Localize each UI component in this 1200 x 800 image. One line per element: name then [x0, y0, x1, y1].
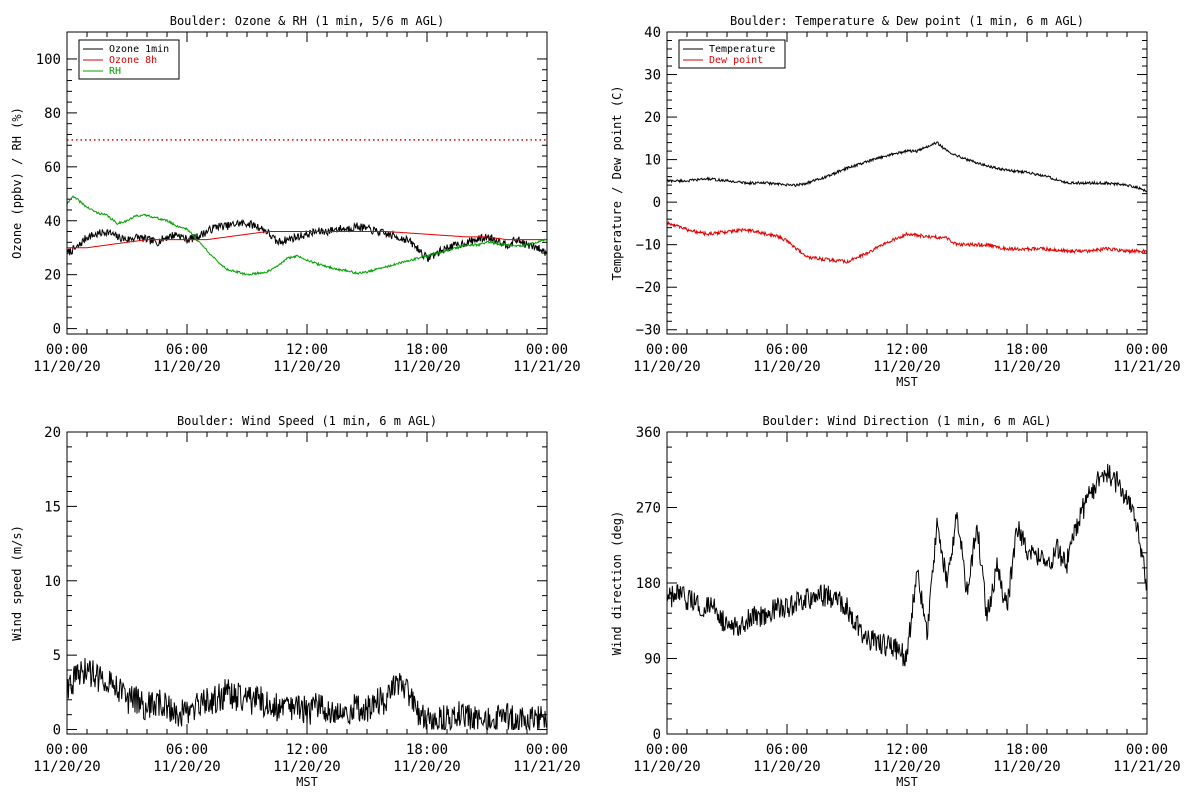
legend-label: Dew point: [709, 55, 763, 66]
x-tick-label-date: 11/20/20: [993, 359, 1060, 375]
y-tick-label: 30: [644, 68, 661, 84]
y-axis-label: Wind direction (deg): [610, 511, 624, 656]
chart-panel-3: Boulder: Wind Speed (1 min, 6 m AGL) Wind…: [10, 414, 581, 789]
y-tick-label: 0: [53, 322, 61, 338]
x-tick-label-date: 11/20/20: [153, 759, 220, 775]
x-tick-label-date: 11/20/20: [873, 359, 940, 375]
y-tick-label: 20: [44, 268, 61, 284]
x-tick-label-time: 00:00: [1126, 342, 1168, 358]
x-tick-label-time: 18:00: [1006, 742, 1048, 758]
x-tick-label-time: 12:00: [286, 342, 328, 358]
x-tick-label-time: 00:00: [46, 742, 88, 758]
chart-panel-2: Boulder: Temperature & Dew point (1 min,…: [610, 14, 1181, 389]
x-tick-label-date: 11/21/20: [513, 359, 580, 375]
y-tick-label: 15: [44, 499, 61, 515]
x-tick-label-date: 11/20/20: [633, 759, 700, 775]
x-tick-label-date: 11/20/20: [393, 359, 460, 375]
x-tick-label-time: 00:00: [526, 742, 568, 758]
x-tick-label-time: 18:00: [406, 742, 448, 758]
y-tick-label: 270: [636, 501, 661, 517]
y-tick-label: 10: [44, 574, 61, 590]
y-axis-label: Wind speed (m/s): [10, 525, 24, 641]
series-line-1: [67, 657, 547, 732]
x-axis-label: MST: [296, 775, 318, 789]
plot-frame: [666, 431, 1148, 735]
x-tick-label-date: 11/20/20: [393, 759, 460, 775]
x-tick-label-date: 11/20/20: [753, 359, 820, 375]
series-line-ozone-8h: [67, 231, 547, 249]
x-tick-label-time: 18:00: [1006, 342, 1048, 358]
chart-title: Boulder: Temperature & Dew point (1 min,…: [730, 14, 1084, 28]
x-tick-label-date: 11/20/20: [33, 759, 100, 775]
y-tick-label: 60: [44, 160, 61, 176]
x-tick-label-date: 11/21/20: [1113, 359, 1180, 375]
x-tick-label-time: 06:00: [166, 342, 208, 358]
x-tick-label-date: 11/20/20: [873, 759, 940, 775]
x-tick-label-time: 00:00: [1126, 742, 1168, 758]
x-tick-label-time: 12:00: [886, 342, 928, 358]
x-tick-label-date: 11/20/20: [273, 359, 340, 375]
plot-frame: [66, 31, 548, 335]
y-tick-label: 180: [636, 576, 661, 592]
y-tick-label: 0: [653, 727, 661, 743]
legend-label: Ozone 8h: [109, 55, 157, 66]
x-tick-label-date: 11/20/20: [753, 759, 820, 775]
x-tick-label-time: 12:00: [886, 742, 928, 758]
y-tick-label: 20: [44, 425, 61, 441]
y-tick-label: 0: [53, 723, 61, 739]
x-tick-label-date: 11/20/20: [153, 359, 220, 375]
y-tick-label: 40: [44, 214, 61, 230]
y-tick-label: −30: [636, 323, 661, 339]
x-axis-label: MST: [896, 375, 918, 389]
x-tick-label-time: 12:00: [286, 742, 328, 758]
series-line-dew-point: [667, 220, 1147, 265]
x-tick-label-date: 11/20/20: [33, 359, 100, 375]
chart-title: Boulder: Wind Direction (1 min, 6 m AGL): [763, 414, 1052, 428]
x-tick-label-time: 06:00: [766, 342, 808, 358]
y-tick-label: 20: [644, 110, 661, 126]
plot-frame: [666, 31, 1148, 335]
x-tick-label-date: 11/21/20: [1113, 759, 1180, 775]
y-tick-label: 100: [36, 52, 61, 68]
x-tick-label-time: 00:00: [646, 742, 688, 758]
legend-label: RH: [109, 66, 121, 77]
legend-label: Ozone 1min: [109, 44, 169, 55]
x-tick-label-time: 18:00: [406, 342, 448, 358]
y-axis-label: Ozone (ppbv) / RH (%): [10, 107, 24, 259]
series-line-1: [667, 463, 1147, 667]
plot-frame: [66, 431, 548, 735]
x-tick-label-time: 06:00: [766, 742, 808, 758]
x-tick-label-date: 11/20/20: [993, 759, 1060, 775]
y-tick-label: 80: [44, 106, 61, 122]
x-tick-label-time: 06:00: [166, 742, 208, 758]
y-tick-label: 5: [53, 648, 61, 664]
series-line-ozone-1min: [67, 218, 547, 262]
chart-panel-4: Boulder: Wind Direction (1 min, 6 m AGL)…: [610, 414, 1181, 789]
x-tick-label-time: 00:00: [646, 342, 688, 358]
y-tick-label: −20: [636, 280, 661, 296]
series-line-temperature: [667, 141, 1147, 193]
y-tick-label: 360: [636, 425, 661, 441]
series-line-rh: [67, 195, 547, 276]
legend-box: [678, 39, 786, 69]
x-axis-label: MST: [896, 775, 918, 789]
y-tick-label: −10: [636, 238, 661, 254]
y-tick-label: 0: [653, 195, 661, 211]
x-tick-label-date: 11/20/20: [633, 359, 700, 375]
x-tick-label-date: 11/20/20: [273, 759, 340, 775]
x-tick-label-time: 00:00: [526, 342, 568, 358]
chart-panel-1: Boulder: Ozone & RH (1 min, 5/6 m AGL) Oz…: [10, 14, 581, 375]
legend-label: Temperature: [709, 44, 775, 55]
y-axis-label: Temperature / Dew point (C): [610, 85, 624, 280]
chart-title: Boulder: Wind Speed (1 min, 6 m AGL): [177, 414, 437, 428]
x-tick-label-date: 11/21/20: [513, 759, 580, 775]
y-tick-label: 10: [644, 153, 661, 169]
x-tick-label-time: 00:00: [46, 342, 88, 358]
y-tick-label: 90: [644, 652, 661, 668]
chart-title: Boulder: Ozone & RH (1 min, 5/6 m AGL): [170, 14, 445, 28]
y-tick-label: 40: [644, 25, 661, 41]
